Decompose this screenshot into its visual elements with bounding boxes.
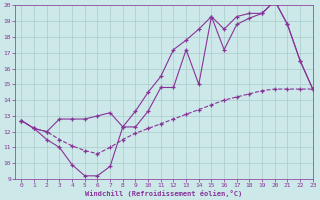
X-axis label: Windchill (Refroidissement éolien,°C): Windchill (Refroidissement éolien,°C) xyxy=(85,190,243,197)
